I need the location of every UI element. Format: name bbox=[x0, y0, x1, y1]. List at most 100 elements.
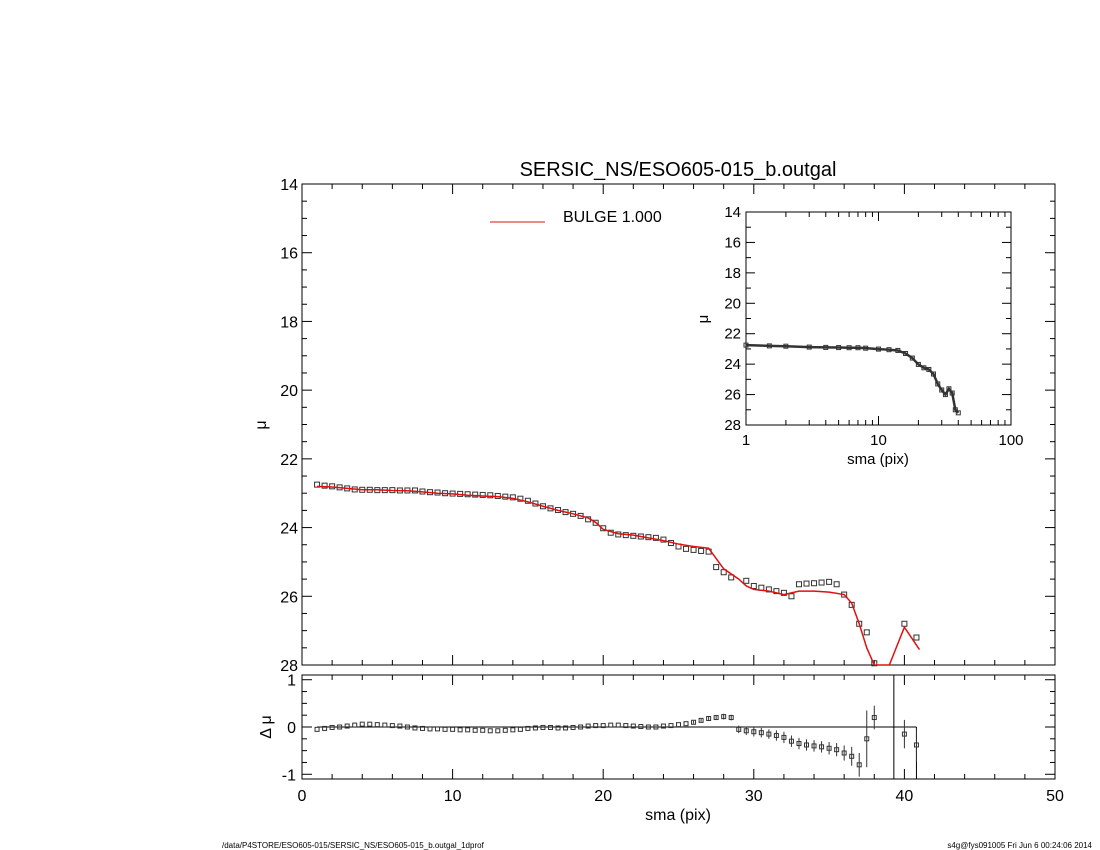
legend: BULGE 1.000 bbox=[490, 209, 662, 226]
inset-data-point bbox=[915, 361, 921, 367]
inset-ytick-label: 14 bbox=[724, 204, 741, 221]
inset-data-point bbox=[909, 355, 915, 361]
residual-xtick-label: 40 bbox=[896, 788, 914, 805]
inset-xlabel: sma (pix) bbox=[847, 451, 909, 468]
residual-point bbox=[314, 726, 320, 732]
residual-point bbox=[698, 717, 704, 723]
residual-point bbox=[532, 725, 538, 731]
main-data-point bbox=[780, 589, 787, 596]
residual-point bbox=[450, 726, 456, 732]
main-data-point bbox=[314, 481, 321, 488]
inset-ytick-label: 18 bbox=[724, 265, 741, 282]
main-ytick-label: 22 bbox=[280, 452, 298, 469]
main-data-point bbox=[803, 580, 810, 587]
residual-point bbox=[913, 742, 919, 748]
inset-data-point bbox=[949, 390, 955, 396]
main-data-point bbox=[728, 574, 735, 581]
residual-point bbox=[502, 727, 508, 733]
residual-point bbox=[743, 728, 749, 734]
residual-point bbox=[540, 724, 546, 730]
inset-data-point bbox=[946, 386, 952, 392]
inset-xtick-label: 100 bbox=[998, 432, 1023, 449]
residual-point bbox=[615, 722, 621, 728]
residual-point bbox=[713, 715, 719, 721]
residual-point bbox=[495, 728, 501, 734]
main-ytick-label: 24 bbox=[280, 521, 298, 538]
residual-point bbox=[751, 729, 757, 735]
main-ytick-label: 14 bbox=[280, 177, 298, 194]
inset-data-point bbox=[942, 392, 948, 398]
inset-data-point bbox=[846, 345, 852, 351]
main-data-point bbox=[773, 588, 780, 595]
main-data-point bbox=[517, 495, 524, 502]
residual-point bbox=[352, 722, 358, 728]
inset-data-point bbox=[926, 366, 932, 372]
chart-title: SERSIC_NS/ESO605-015_b.outgal bbox=[520, 159, 837, 181]
residual-point bbox=[367, 721, 373, 727]
residual-point bbox=[442, 726, 448, 732]
residual-point bbox=[721, 714, 727, 720]
inset-data-point bbox=[863, 345, 869, 351]
residual-point bbox=[465, 727, 471, 733]
residual-point bbox=[856, 762, 862, 768]
residual-data-marks bbox=[314, 675, 919, 779]
inset-data-point bbox=[955, 410, 961, 416]
residual-point bbox=[427, 726, 433, 732]
inset-plot-frame bbox=[745, 211, 1012, 426]
residual-point bbox=[683, 721, 689, 727]
residual-point bbox=[517, 726, 523, 732]
residual-point bbox=[841, 750, 847, 756]
residual-point bbox=[578, 724, 584, 730]
inset-data-point bbox=[766, 343, 772, 349]
inset-profile-trace bbox=[745, 343, 960, 414]
residual-point bbox=[871, 715, 877, 721]
residual-point bbox=[819, 744, 825, 750]
residual-point bbox=[638, 724, 644, 730]
residual-point bbox=[653, 724, 659, 730]
residual-point bbox=[397, 723, 403, 729]
residual-point bbox=[766, 731, 772, 737]
main-data-point bbox=[720, 569, 727, 576]
inset-ylabel: μ bbox=[695, 315, 712, 324]
residual-point bbox=[563, 725, 569, 731]
main-data-point bbox=[863, 629, 870, 636]
residual-ytick-label: 1 bbox=[287, 673, 296, 690]
main-data-point bbox=[871, 660, 878, 667]
residual-point bbox=[736, 726, 742, 732]
inset-axis-ticks: 1 10 100 14 16 18 20 22 24 26 28 bbox=[724, 204, 1023, 449]
residual-point bbox=[419, 725, 425, 731]
residual-point bbox=[668, 723, 674, 729]
residual-ytick-label: -1 bbox=[282, 767, 296, 784]
residual-point bbox=[811, 743, 817, 749]
residual-point bbox=[389, 723, 395, 729]
inset-data-point bbox=[876, 346, 881, 352]
main-data-point bbox=[487, 492, 494, 499]
main-data-point bbox=[592, 519, 599, 526]
footer-path: /data/P4STORE/ESO605-015/SERSIC_NS/ESO60… bbox=[222, 841, 485, 850]
main-data-point bbox=[833, 581, 840, 588]
main-panel: 14 16 18 20 22 24 26 28 μ BULGE 1.000 bbox=[253, 177, 1056, 675]
inset-data-point bbox=[823, 344, 829, 350]
main-data-point bbox=[818, 579, 825, 586]
residual-point bbox=[412, 725, 418, 731]
inset-data-point bbox=[895, 347, 901, 353]
inset-ytick-label: 26 bbox=[724, 387, 741, 404]
inset-ytick-label: 20 bbox=[724, 295, 741, 312]
residual-point bbox=[901, 731, 907, 737]
residual-point bbox=[608, 722, 614, 728]
residual-point bbox=[593, 723, 599, 729]
main-data-point bbox=[472, 491, 479, 498]
main-data-point bbox=[811, 580, 818, 587]
residual-point bbox=[585, 723, 591, 729]
inset-data-point bbox=[930, 371, 936, 377]
main-data-point bbox=[743, 577, 750, 584]
inset-data-point bbox=[921, 365, 927, 371]
residual-point bbox=[487, 728, 493, 734]
residual-point bbox=[781, 734, 787, 740]
inset-ytick-label: 24 bbox=[724, 356, 741, 373]
residual-point bbox=[826, 745, 832, 751]
residual-point bbox=[570, 724, 576, 730]
inset-data-point bbox=[783, 343, 789, 349]
residual-point bbox=[555, 725, 561, 731]
